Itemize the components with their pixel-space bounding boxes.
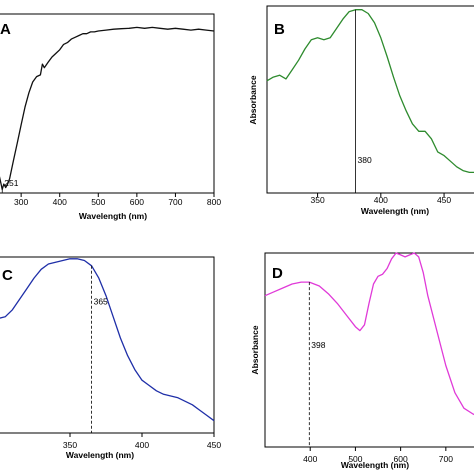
x-axis-label: Wavelength (nm) — [66, 450, 134, 460]
panel-d: 400 500 600 700 398 Wavelength (nm) Absorbance… — [250, 252, 474, 470]
peak-label: 398 — [311, 340, 325, 350]
x-tick-label: 450 — [437, 195, 451, 205]
y-axis-label: Absorbance — [248, 75, 258, 124]
series-line-a — [0, 26, 215, 191]
plot-frame — [0, 13, 215, 194]
x-tick-label: 400 — [135, 440, 149, 450]
panel-label-b: B — [274, 21, 285, 38]
x-tick-label: 500 — [91, 197, 105, 207]
x-tick-label: 800 — [207, 197, 221, 207]
x-tick-label: 700 — [168, 197, 182, 207]
plot-frame — [264, 252, 474, 448]
y-axis-label: Absorbance — [250, 325, 260, 374]
plot-frame — [0, 256, 215, 434]
x-tick-label: 600 — [394, 454, 408, 464]
x-tick-label: 500 — [348, 454, 362, 464]
x-tick-label: 400 — [53, 197, 67, 207]
peak-label: 365 — [94, 297, 108, 307]
panel-label-a: A — [0, 21, 11, 38]
x-tick-label: 450 — [207, 440, 221, 450]
panel-c: 350 400 450 365 Wavelength (nm) C — [0, 256, 221, 460]
panel-label-c: C — [2, 267, 13, 284]
panel-b: 350 400 450 380 Wavelength (nm) Absorbance B — [248, 5, 474, 216]
series-line-b — [266, 9, 474, 174]
x-tick-label: 350 — [310, 195, 324, 205]
peak-label: 251 — [4, 178, 18, 188]
series-line-c — [0, 258, 215, 422]
x-tick-label: 350 — [63, 440, 77, 450]
x-axis-label: Wavelength (nm) — [79, 211, 147, 221]
x-axis-label: Wavelength (nm) — [361, 206, 429, 216]
x-tick-label: 400 — [303, 454, 317, 464]
x-tick-label: 400 — [374, 195, 388, 205]
x-axis-label: Wavelength (nm) — [341, 460, 409, 470]
x-tick-label: 300 — [14, 197, 28, 207]
panel-a: 300 400 500 600 700 800 251 Wavelength (nm) A — [0, 13, 221, 221]
series-line-d — [264, 252, 474, 416]
x-tick-label: 700 — [439, 454, 453, 464]
x-tick-label: 600 — [130, 197, 144, 207]
panel-label-d: D — [272, 265, 283, 282]
peak-label: 380 — [358, 155, 372, 165]
plot-frame — [266, 5, 474, 194]
